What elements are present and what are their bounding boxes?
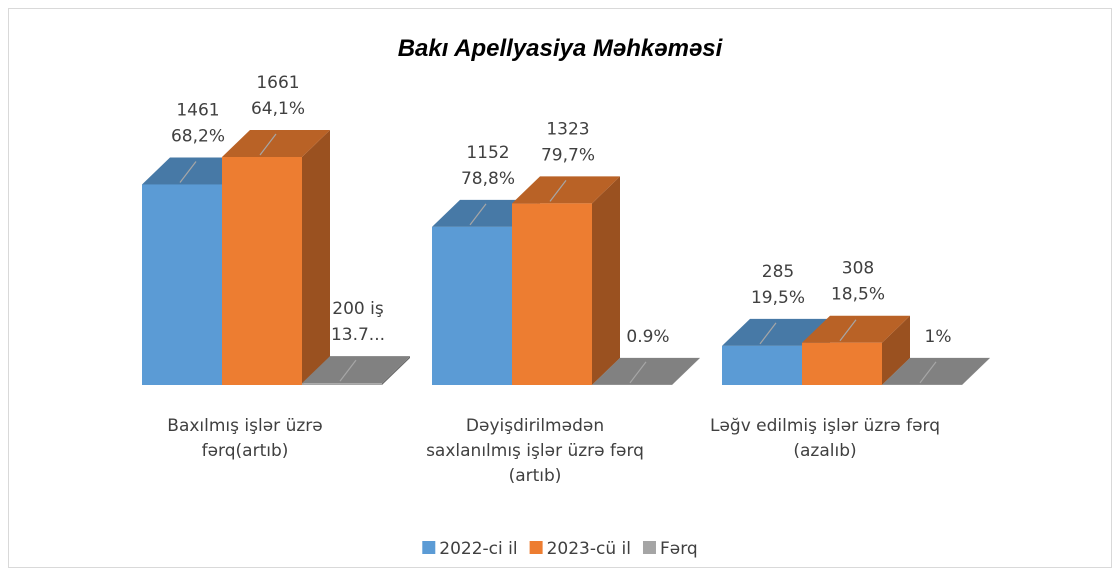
bar-side: [672, 357, 700, 385]
bar-top: [722, 318, 830, 346]
leader-line: [629, 361, 647, 384]
bar-side: [302, 130, 330, 385]
leader-line: [469, 203, 487, 226]
data-label: 0.9%: [626, 327, 669, 347]
legend-swatch: [529, 541, 543, 554]
data-label: 1461: [176, 100, 219, 120]
data-label: 285: [762, 262, 794, 282]
leader-line: [839, 319, 857, 342]
data-label: 68,2%: [171, 126, 225, 146]
data-label: 18,5%: [831, 285, 885, 305]
data-label: 1661: [256, 73, 299, 93]
x-tick-label: Ləğv edilmiş işlər üzrə fərq: [710, 416, 940, 436]
legend-swatch: [422, 541, 436, 554]
leader-line: [179, 161, 197, 183]
x-tick-label: fərq(artıb): [202, 441, 289, 461]
leader-line: [919, 361, 937, 384]
data-label: 200 iş: [332, 299, 384, 319]
bar: [512, 176, 620, 385]
bar: [302, 356, 410, 385]
x-tick-label: Dəyişdirilmədən: [466, 416, 604, 436]
data-label: 308: [842, 259, 874, 279]
legend-label: 2023-cü il: [547, 539, 631, 559]
bar-front: [432, 226, 512, 385]
chart-title: Bakı Apellyasiya Məhkəməsi: [398, 35, 724, 62]
bar-top: [802, 315, 910, 343]
bar-front: [302, 383, 382, 385]
bar-front: [802, 342, 882, 385]
bar-front: [722, 345, 802, 385]
x-tick-label: (azalıb): [793, 441, 856, 461]
bar-front: [142, 184, 222, 385]
bar-top: [882, 357, 990, 385]
legend-swatch: [642, 541, 656, 554]
bar-front: [222, 157, 302, 385]
data-label: 64,1%: [251, 99, 305, 119]
legend-label: 2022-ci il: [439, 539, 517, 559]
leader-line: [259, 133, 277, 156]
data-label: 79,7%: [541, 145, 595, 165]
bar-side: [882, 315, 910, 385]
data-label: 19,5%: [751, 288, 805, 308]
bar-side: [592, 176, 620, 385]
leader-line: [759, 322, 777, 345]
bar-side: [382, 356, 410, 385]
legend-label: Fərq: [660, 539, 698, 559]
data-label: 13.7...: [331, 325, 385, 345]
bar-top: [222, 130, 330, 157]
x-tick-label: Baxılmış işlər üzrə: [167, 416, 322, 436]
bar: [592, 357, 700, 385]
bar-top: [512, 176, 620, 204]
x-tick-label: (artıb): [509, 466, 562, 486]
bar-top: [302, 356, 410, 384]
leader-line: [549, 180, 567, 202]
data-label: 1323: [546, 119, 589, 139]
bar-side: [962, 357, 990, 385]
bar: [882, 357, 990, 385]
bar-front: [512, 203, 592, 385]
data-label: 1%: [925, 327, 952, 347]
bar: [802, 315, 910, 385]
bar-top: [592, 357, 700, 385]
data-label: 78,8%: [461, 169, 515, 189]
bar: [222, 130, 330, 385]
x-tick-label: saxlanılmış işlər üzrə fərq: [426, 441, 644, 461]
data-label: 1152: [466, 143, 509, 163]
leader-line: [339, 359, 357, 382]
